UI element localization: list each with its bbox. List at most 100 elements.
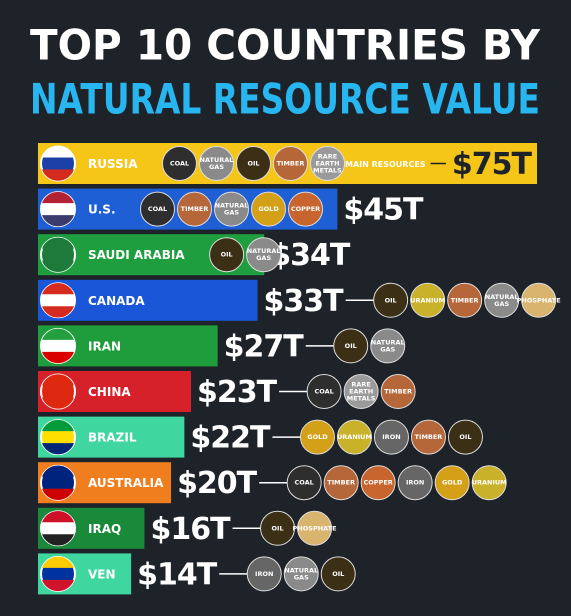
resource-label: GOLD [307,433,328,441]
flag-stripe [42,397,74,409]
resource: OIL [209,237,245,273]
resource: NATURAL GAS [283,556,319,592]
resource-icon [333,328,369,364]
resource-label: COAL [148,205,167,213]
flag-stripe [42,351,74,364]
resource: TIMBER [323,465,359,501]
country-label: RUSSIA [88,157,138,171]
value-label: $33T [264,284,345,319]
resource-label: IRON [382,433,400,441]
resource-icon [260,510,296,546]
annotation: MAIN RESOURCES [345,160,426,169]
flag-stripe [42,328,74,340]
resource-icon [283,556,319,592]
resource-label: TIMBER [415,433,443,441]
resource-label: OIL [345,342,357,350]
resource-label: TIMBER [451,296,479,304]
country-label: AUSTRALIA [88,476,164,490]
resource-icon [380,374,416,409]
resource-icon [198,146,234,181]
country-label: IRAQ [88,522,121,536]
resource-label: PHOSPHATE [293,524,337,532]
resource: TIMBER [380,374,416,409]
resource-icon [323,465,359,501]
resource: OIL [333,328,369,364]
value-label: $20T [177,466,258,501]
resource-label: COPPER [291,205,320,213]
resource: TIMBER [447,282,483,318]
flag-stripe [42,260,74,272]
resource: COPPER [288,191,324,227]
resource: OIL [447,419,483,455]
resource: GOLD [299,419,335,455]
country-label: SAUDI ARABIA [88,248,185,262]
resource-icon [484,282,520,318]
resource-icon [306,374,342,409]
resource-icon [309,146,345,181]
resource-label: COAL [295,479,314,487]
resource: RARE EARTH METALS [343,374,379,409]
flag-stripe [42,443,74,455]
resource-label: TIMBER [181,205,209,213]
resource-icon [410,419,446,455]
country-label: U.S. [88,203,116,217]
resource-label: TIMBER [327,479,355,487]
resource: TIMBER [177,191,213,227]
flag-stripe [42,419,74,432]
resource-label: OIL [332,570,344,578]
resource-icon [209,237,245,273]
resource-label: NATURAL GAS [200,156,234,171]
resource: NATURAL GAS [370,328,406,364]
resource-icon [177,191,213,227]
resource-label: COAL [314,388,333,396]
resource: OIL [235,146,271,181]
resource-label: COPPER [364,479,393,487]
resource-label: NATURAL GAS [371,338,405,353]
resource: GOLD [251,191,287,227]
resource-icon [343,374,379,409]
resource: IRON [373,419,409,455]
resource-label: PHOSPHATE [517,296,561,304]
value-label: $27T [224,329,305,364]
resource-icon [336,419,372,455]
resource-icon [235,146,271,181]
resource-icon [320,556,356,592]
resource-label: RARE EARTH METALS [347,381,376,403]
country-label: BRAZIL [88,431,137,445]
flag-stripe [42,534,74,546]
flag-stripe [42,488,74,500]
value-label: $75T [452,147,533,182]
resource-label: IRON [406,479,424,487]
resource: RARE EARTH METALS [309,146,345,181]
resource-icon [360,465,396,501]
resource-icon [272,146,308,181]
flag-stripe [42,146,74,158]
flag-stripe [42,465,74,477]
resource: NATURAL GAS [484,282,520,318]
resource: TIMBER [410,419,446,455]
resource: TIMBER [272,146,308,181]
value-label: $45T [343,193,424,228]
resource: COAL [286,465,322,501]
resource-icon [410,282,446,318]
resource-label: NATURAL GAS [485,293,519,308]
resource-icon [299,419,335,455]
resource-label: OIL [247,160,259,168]
country-label: CANADA [88,294,145,308]
flag-stripe [42,283,74,295]
value-label: $34T [270,238,351,273]
resource-label: NATURAL GAS [284,566,318,581]
flag-stripe [42,374,74,386]
resource-icon [246,237,282,273]
resource-label: URANIUM [472,479,507,487]
resource-label: NATURAL GAS [247,247,281,262]
resource: URANIUM [336,419,372,455]
country-label: CHINA [88,385,131,399]
flag-stripe [42,579,74,592]
resource: GOLD [434,465,470,501]
value-label: $22T [190,421,271,456]
resource: OIL [373,282,409,318]
resource-icon [286,465,322,501]
chart-title: TOP 10 COUNTRIES BY [30,21,541,70]
flag-stripe [42,191,74,204]
